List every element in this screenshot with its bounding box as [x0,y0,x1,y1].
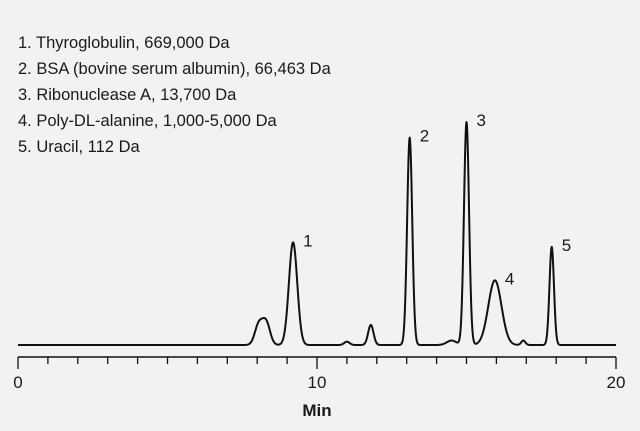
peak-label-2: 2 [420,127,429,146]
x-tick-label: 10 [308,373,327,392]
legend-entry-4: 4. Poly-DL-alanine, 1,000-5,000 Da [18,112,277,130]
legend-entry-3: 3. Ribonuclease A, 13,700 Da [18,86,237,104]
x-tick-label: 20 [607,373,626,392]
plot-area: 0 10 20 Min 1 2 3 4 5 [13,111,625,420]
legend-entry-1: 1. Thyroglobulin, 669,000 Da [18,34,230,52]
chromatogram-trace [17,120,617,346]
legend-entry-2: 2. BSA (bovine serum albumin), 66,463 Da [18,60,332,78]
peak-label-1: 1 [303,231,312,250]
legend-entry-5: 5. Uracil, 112 Da [18,138,140,156]
peak-label-3: 3 [477,111,486,130]
x-tick-label: 0 [13,373,22,392]
chart-legend: 1. Thyroglobulin, 669,000 Da 2. BSA (bov… [18,34,332,156]
peak-label-5: 5 [562,236,571,255]
x-axis-title: Min [302,401,331,420]
peak-label-4: 4 [505,269,514,288]
